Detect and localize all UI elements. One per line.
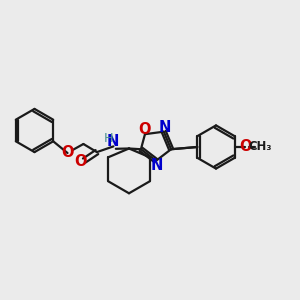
Text: O: O <box>61 145 74 160</box>
Text: O: O <box>138 122 151 137</box>
Text: N: N <box>106 134 119 149</box>
Text: N: N <box>158 120 171 135</box>
Text: O: O <box>240 139 252 154</box>
Text: O: O <box>74 154 87 169</box>
Text: N: N <box>151 158 163 172</box>
Text: H: H <box>103 131 113 145</box>
Text: CH₃: CH₃ <box>248 140 272 154</box>
